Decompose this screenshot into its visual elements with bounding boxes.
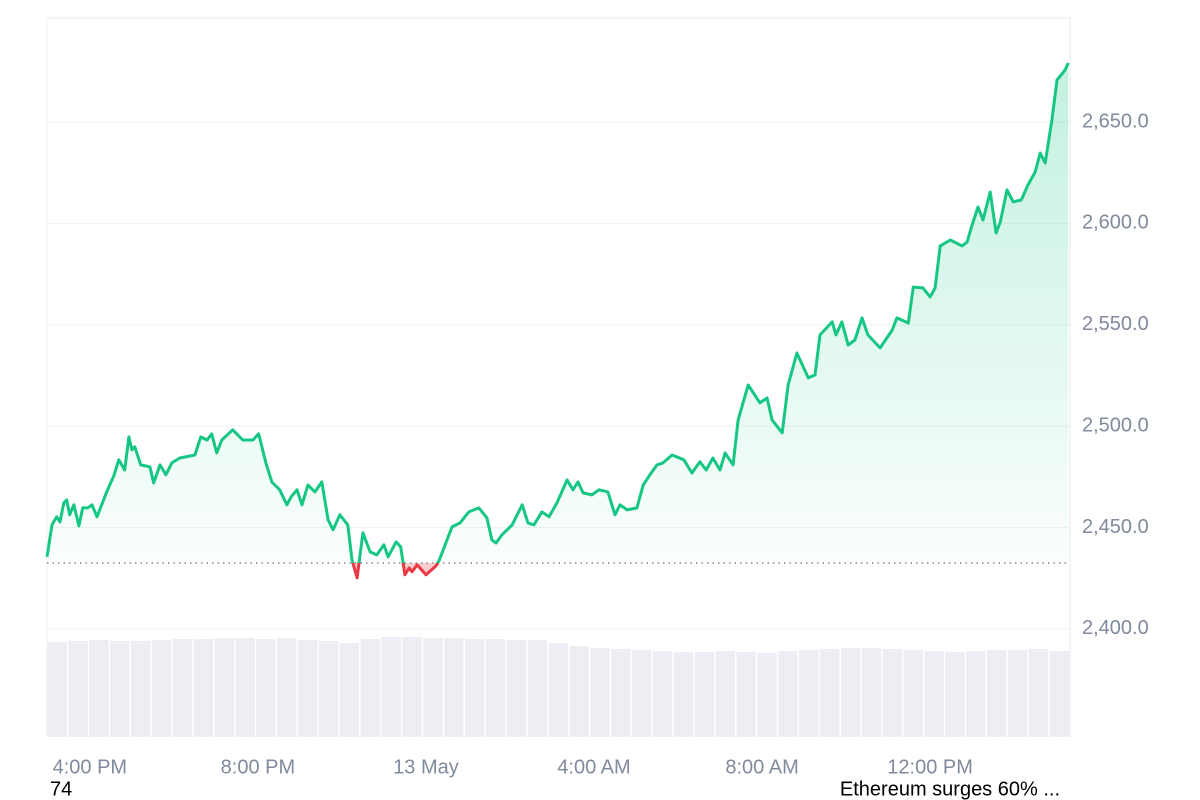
x-tick-label: 4:00 PM <box>53 756 127 778</box>
x-tick-label: 13 May <box>393 756 459 778</box>
volume-bar <box>1028 649 1049 737</box>
volume-bar <box>819 649 840 737</box>
volume-bar <box>465 639 485 737</box>
volume-bar <box>632 650 652 737</box>
volume-bar <box>47 642 67 737</box>
y-tick-label: 2,650.0 <box>1082 110 1149 132</box>
y-tick-label: 2,600.0 <box>1082 212 1149 234</box>
volume-bar <box>799 650 819 737</box>
volume-bar <box>527 640 548 737</box>
volume-bar <box>966 651 986 737</box>
volume-bar <box>131 641 151 737</box>
volume-bar <box>360 639 381 737</box>
volume-bar <box>277 638 297 737</box>
volume-bar <box>611 649 631 737</box>
x-tick-label: 8:00 AM <box>725 756 798 778</box>
volume-bar <box>569 646 589 737</box>
volume-bar <box>172 639 193 737</box>
volume-bar <box>193 639 214 737</box>
volume-bar <box>423 638 443 737</box>
volume-bar <box>110 641 130 737</box>
x-tick-label: 12:00 PM <box>887 756 973 778</box>
volume-bar <box>840 648 861 737</box>
volume-bar <box>1049 651 1069 737</box>
volume-bar <box>715 651 735 737</box>
volume-bar <box>151 640 172 737</box>
volume-bar <box>68 641 88 737</box>
x-tick-label: 4:00 AM <box>557 756 630 778</box>
volume-bar <box>694 652 715 737</box>
y-tick-label: 2,450.0 <box>1082 516 1149 538</box>
volume-bar <box>214 638 234 737</box>
volume-bar <box>945 652 965 737</box>
volume-bar <box>673 652 694 737</box>
volume-bar <box>235 638 255 737</box>
footer-right: Ethereum surges 60% ... <box>840 778 1060 800</box>
volume-bar <box>736 652 756 737</box>
volume-bar <box>757 653 777 737</box>
x-tick-label: 8:00 PM <box>221 756 295 778</box>
volume-bar <box>548 643 568 737</box>
y-tick-label: 2,400.0 <box>1082 617 1149 639</box>
volume-bar <box>402 637 422 737</box>
volume-bar <box>256 639 276 737</box>
price-line <box>45 62 1070 580</box>
volume-bar <box>1007 650 1028 737</box>
volume-bar <box>339 643 360 737</box>
volume-bar <box>861 648 882 737</box>
y-tick-label: 2,500.0 <box>1082 414 1149 436</box>
volume-bar <box>778 651 798 737</box>
volume-bar <box>924 651 944 737</box>
price-area <box>47 63 1069 578</box>
volume-bar <box>89 640 109 737</box>
volume-bar <box>318 641 339 737</box>
volume-bar <box>381 637 401 737</box>
volume-bar <box>903 650 923 737</box>
volume-bar <box>485 639 506 737</box>
y-tick-label: 2,550.0 <box>1082 313 1149 335</box>
volume-bar <box>444 638 464 737</box>
footer-left: 74 <box>50 778 72 800</box>
volume-bar <box>652 651 673 737</box>
volume-bar <box>298 640 318 737</box>
volume-bar <box>590 648 610 737</box>
volume-bar <box>506 640 527 737</box>
volume-bar <box>882 649 902 737</box>
volume-bar <box>986 650 1007 737</box>
